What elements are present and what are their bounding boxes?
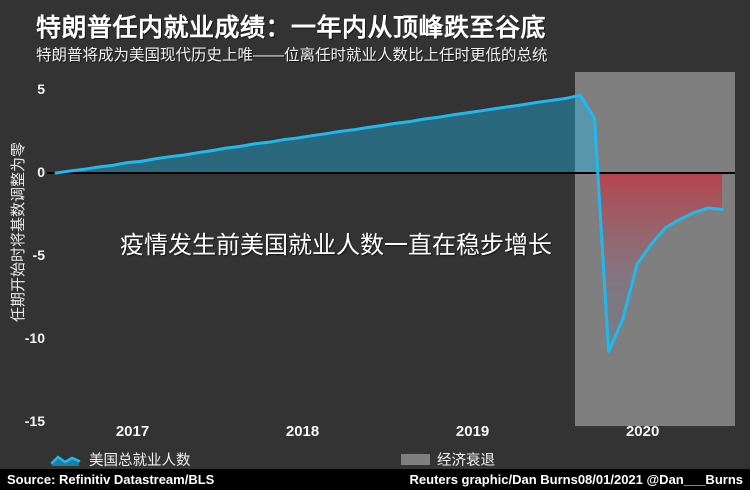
- legend-item-recession: 经济衰退: [401, 449, 495, 470]
- line-sample-icon: [50, 455, 81, 466]
- x-tick-label: 2019: [455, 423, 490, 440]
- y-tick-label: 0: [37, 164, 45, 180]
- author-credit: Reuters graphic/Dan Burns08/01/2021 @Dan…: [409, 472, 743, 487]
- footer-bar: Source: Refinitiv Datastream/BLS Reuters…: [0, 469, 750, 490]
- employment-line: [54, 93, 724, 353]
- source-credit: Source: Refinitiv Datastream/BLS: [7, 472, 215, 487]
- page-subtitle: 特朗普将成为美国现代历史上唯——位离任时就业人数比上任时更低的总统: [36, 47, 548, 64]
- x-tick-label: 2020: [625, 423, 660, 440]
- y-tick-label: -10: [24, 330, 45, 346]
- y-tick-label: 5: [37, 81, 45, 97]
- page-title: 特朗普任内就业成绩：一年内从顶峰跌至谷底: [36, 14, 547, 42]
- x-tick-label: 2018: [285, 423, 320, 440]
- recession-band: [575, 72, 735, 426]
- legend-label-employment: 美国总就业人数: [89, 453, 191, 469]
- y-tick-label: -5: [32, 247, 45, 263]
- x-tick-label: 2017: [115, 423, 150, 440]
- recession-swatch-icon: [401, 454, 430, 465]
- legend-item-employment: 美国总就业人数: [50, 449, 191, 470]
- legend-label-recession: 经济衰退: [437, 453, 495, 469]
- y-tick-label: -15: [24, 413, 45, 429]
- negative-area-fill: [597, 173, 722, 352]
- chart-annotation: 疫情发生前美国就业人数一直在稳步增长: [120, 232, 552, 259]
